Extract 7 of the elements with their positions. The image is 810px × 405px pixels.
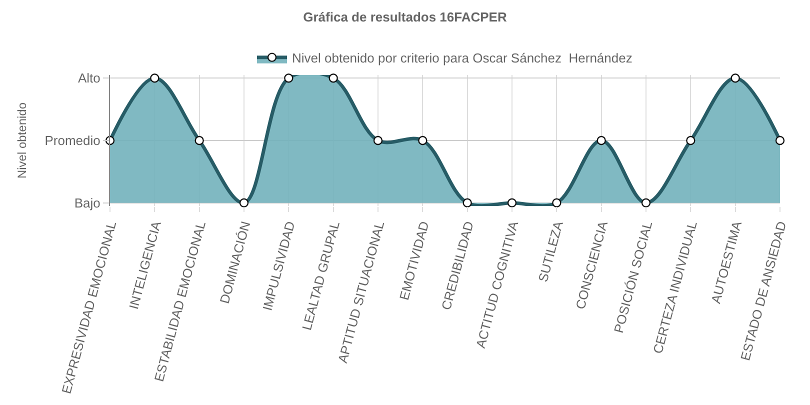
y-axis-title: Nivel obtenido: [15, 102, 30, 179]
category-label: Bajo: [74, 195, 100, 210]
chart-title: Gráfica de resultados 16FACPER: [303, 9, 508, 24]
category-label: Promedio: [44, 133, 100, 148]
legend-label: Nivel obtenido por criterio para Oscar Sánchez Hernández: [292, 50, 632, 66]
x-tick-label: LEALTAD GRUPAL: [299, 220, 343, 332]
category-label: Alto: [78, 70, 100, 86]
